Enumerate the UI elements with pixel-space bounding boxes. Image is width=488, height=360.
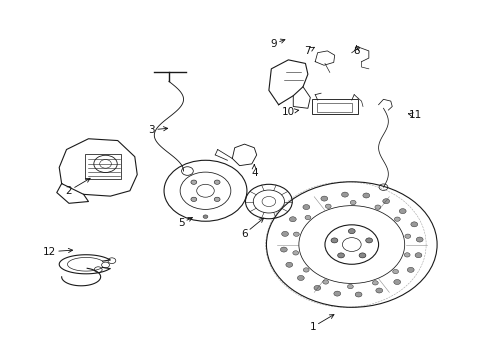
Circle shape: [337, 253, 344, 258]
Circle shape: [302, 204, 309, 210]
Circle shape: [410, 222, 417, 227]
Text: 4: 4: [250, 165, 257, 178]
Circle shape: [341, 192, 347, 197]
Circle shape: [415, 237, 422, 242]
Circle shape: [347, 284, 353, 289]
Text: 12: 12: [43, 247, 72, 257]
Circle shape: [374, 205, 380, 209]
Circle shape: [214, 180, 220, 184]
Circle shape: [349, 201, 355, 205]
Circle shape: [365, 238, 372, 243]
Text: 7: 7: [304, 46, 314, 56]
Circle shape: [330, 238, 337, 243]
Circle shape: [292, 251, 298, 255]
Circle shape: [414, 253, 421, 258]
Circle shape: [372, 281, 378, 285]
Circle shape: [358, 253, 365, 258]
Circle shape: [375, 288, 382, 293]
Circle shape: [325, 204, 330, 208]
Circle shape: [203, 215, 207, 219]
Circle shape: [333, 291, 340, 296]
Circle shape: [285, 262, 292, 267]
Circle shape: [399, 209, 406, 213]
Circle shape: [289, 217, 296, 222]
Circle shape: [392, 269, 398, 274]
Circle shape: [280, 247, 286, 252]
Circle shape: [303, 268, 308, 272]
Circle shape: [362, 193, 369, 198]
Text: 11: 11: [407, 111, 421, 121]
Circle shape: [190, 197, 196, 202]
Circle shape: [322, 280, 328, 284]
Text: 3: 3: [148, 125, 167, 135]
Circle shape: [297, 275, 304, 280]
Circle shape: [313, 285, 320, 291]
Text: 5: 5: [178, 217, 192, 228]
Circle shape: [404, 234, 410, 238]
Circle shape: [347, 229, 354, 234]
Text: 9: 9: [270, 39, 285, 49]
Circle shape: [281, 231, 288, 237]
Text: 2: 2: [65, 178, 90, 196]
Text: 8: 8: [353, 46, 359, 56]
Circle shape: [394, 217, 400, 221]
Text: 6: 6: [241, 218, 263, 239]
Circle shape: [320, 196, 327, 201]
Circle shape: [407, 267, 413, 273]
Circle shape: [293, 232, 299, 237]
Circle shape: [382, 199, 389, 204]
Text: 1: 1: [309, 315, 333, 332]
Circle shape: [354, 292, 361, 297]
Circle shape: [190, 180, 196, 184]
Circle shape: [214, 197, 220, 202]
Text: 10: 10: [281, 107, 298, 117]
Circle shape: [393, 279, 400, 284]
Circle shape: [404, 253, 409, 257]
Circle shape: [305, 215, 310, 220]
